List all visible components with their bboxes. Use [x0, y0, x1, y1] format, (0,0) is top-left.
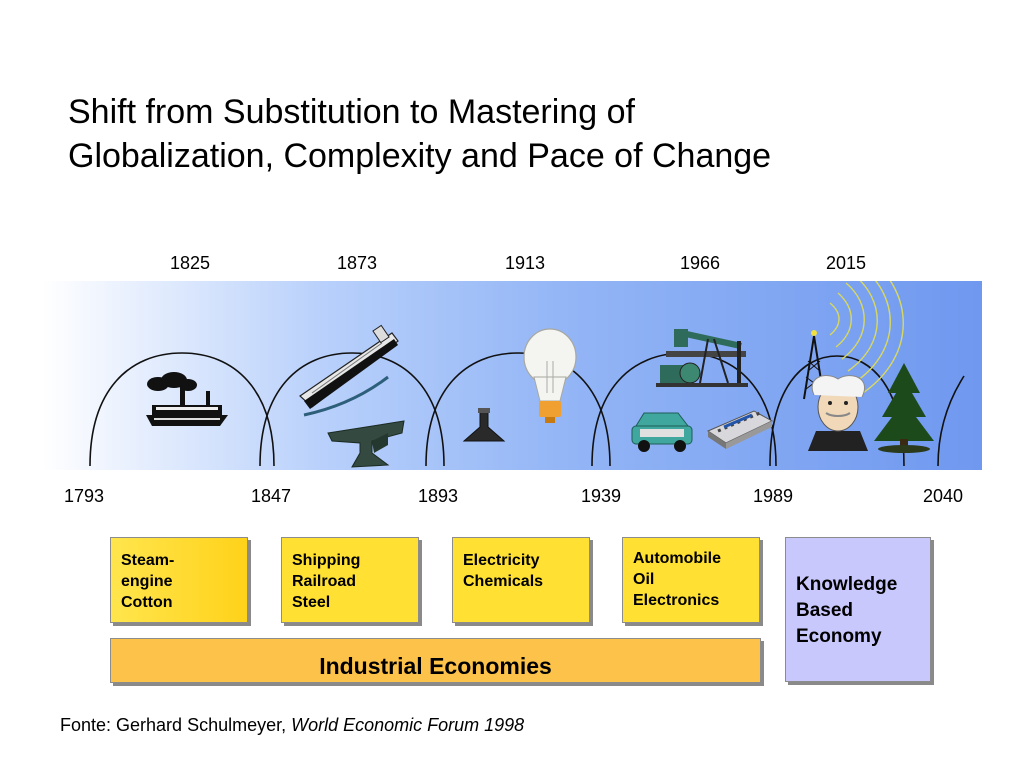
source-prefix: Fonte: Gerhard Schulmeyer, — [60, 715, 292, 735]
era-box-label: Electronics — [633, 592, 720, 609]
knowledge-box-label: Economy — [796, 626, 882, 647]
car-icon — [631, 412, 693, 452]
timeline-waves — [89, 281, 965, 468]
light-bulb-icon — [523, 328, 577, 423]
boundary-year-1793: 1793 — [63, 486, 105, 506]
anvil-icon — [327, 420, 405, 468]
wave-arc-6 — [937, 375, 965, 467]
era-box-label: Steel — [292, 594, 331, 611]
peak-year-1913: 1913 — [504, 253, 546, 273]
title-line-2: Globalization, Complexity and Pace of Ch… — [68, 137, 772, 175]
knowledge-box-label: Based — [796, 600, 854, 621]
era-box-label: Oil — [633, 571, 655, 588]
boundary-year-2040: 2040 — [922, 486, 964, 506]
era-box-label: Automobile — [633, 550, 721, 567]
timeline-band — [42, 281, 982, 470]
flask-icon — [462, 408, 506, 442]
era-box-label: engine — [121, 573, 173, 590]
oil-pump-icon — [656, 329, 748, 387]
knowledge-economy-box: Knowledge Based Economy — [785, 537, 931, 682]
era-box-automobile: Automobile Oil Electronics — [622, 537, 760, 623]
era-box-shipping: Shipping Railroad Steel — [281, 537, 419, 623]
source-citation: Fonte: Gerhard Schulmeyer, World Economi… — [60, 715, 524, 736]
knowledge-box-label: Knowledge — [796, 574, 898, 595]
tanker-ship-icon — [299, 324, 399, 417]
era-box-label: Railroad — [292, 573, 357, 590]
steamboat-icon — [146, 372, 228, 426]
era-box-label: Shipping — [292, 552, 361, 569]
era-box-label: Electricity — [463, 552, 540, 569]
wave-arc-1 — [89, 352, 275, 467]
einstein-portrait-icon — [808, 375, 868, 451]
peak-year-1825: 1825 — [169, 253, 211, 273]
title-line-1: Shift from Substitution to Mastering of — [68, 93, 635, 131]
wave-arc-3 — [425, 352, 611, 467]
era-box-label: Chemicals — [463, 573, 544, 590]
circuit-chip-icon — [706, 410, 774, 449]
boundary-year-1893: 1893 — [417, 486, 459, 506]
wave-arc-2 — [259, 352, 445, 467]
peak-year-2015: 2015 — [825, 253, 867, 273]
era-box-electricity: Electricity Chemicals — [452, 537, 590, 623]
boundary-year-1939: 1939 — [580, 486, 622, 506]
era-box-steam: Steam- engine Cotton — [110, 537, 248, 623]
era-box-label: Cotton — [121, 594, 173, 611]
industrial-economies-bar: Industrial Economies — [110, 638, 761, 683]
peak-year-1966: 1966 — [679, 253, 721, 273]
pine-tree-icon — [874, 363, 934, 453]
page-title: Shift from Substitution to Mastering of … — [68, 90, 968, 178]
era-box-label: Steam- — [121, 552, 175, 569]
source-publication: World Economic Forum 1998 — [291, 715, 525, 735]
boundary-year-1847: 1847 — [250, 486, 292, 506]
peak-year-1873: 1873 — [336, 253, 378, 273]
boundary-year-1989: 1989 — [752, 486, 794, 506]
